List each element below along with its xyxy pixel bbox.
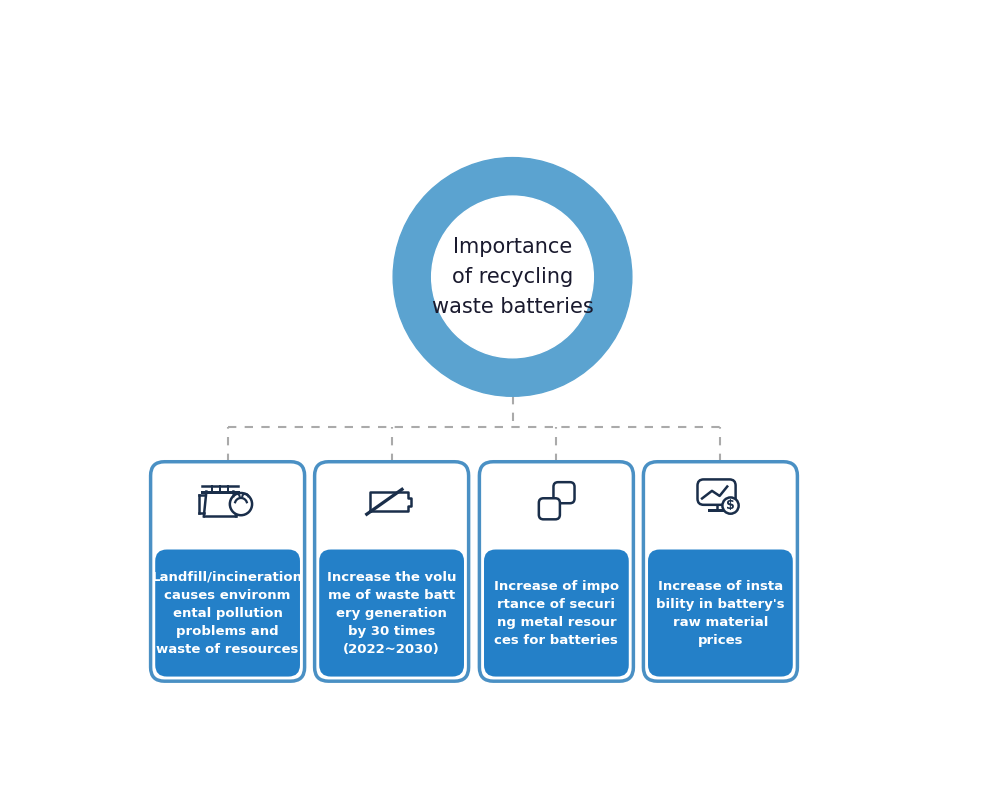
Text: Importance
of recycling
waste batteries: Importance of recycling waste batteries [432, 238, 593, 316]
FancyBboxPatch shape [484, 549, 629, 677]
FancyBboxPatch shape [697, 479, 736, 504]
FancyBboxPatch shape [315, 462, 469, 682]
FancyBboxPatch shape [319, 549, 464, 677]
FancyBboxPatch shape [539, 498, 560, 519]
FancyBboxPatch shape [648, 549, 793, 677]
Text: Increase of impo
rtance of securi
ng metal resour
ces for batteries: Increase of impo rtance of securi ng met… [494, 579, 619, 647]
FancyBboxPatch shape [553, 482, 575, 503]
Circle shape [230, 493, 252, 515]
Text: Increase the volu
me of waste batt
ery generation
by 30 times
(2022~2030): Increase the volu me of waste batt ery g… [327, 571, 456, 656]
Circle shape [722, 497, 739, 514]
FancyBboxPatch shape [151, 462, 305, 682]
Circle shape [393, 157, 632, 397]
FancyBboxPatch shape [643, 462, 797, 682]
Text: Increase of insta
bility in battery's
raw material
prices: Increase of insta bility in battery's ra… [656, 579, 785, 647]
Circle shape [432, 196, 593, 358]
FancyBboxPatch shape [155, 549, 300, 677]
FancyBboxPatch shape [479, 462, 633, 682]
Text: Landfill/incineration
causes environm
ental pollution
problems and
waste of reso: Landfill/incineration causes environm en… [152, 571, 303, 656]
Text: $: $ [726, 499, 735, 512]
